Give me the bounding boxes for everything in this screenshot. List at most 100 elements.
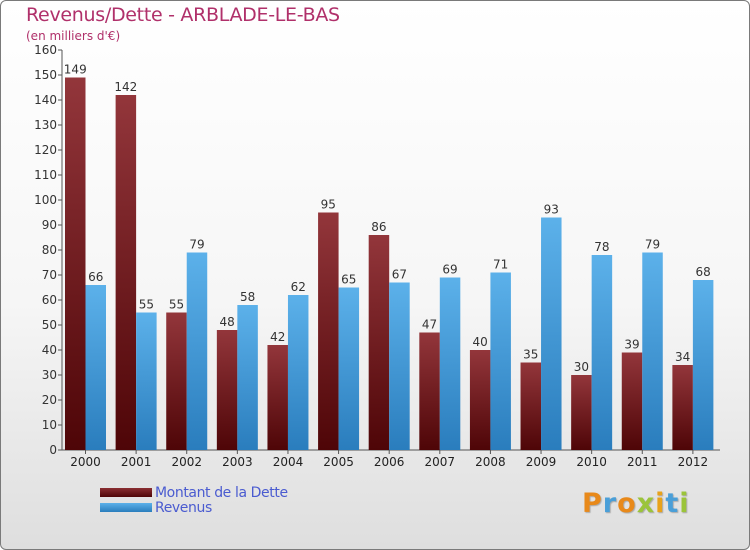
bar-dette-2001 bbox=[115, 95, 137, 450]
x-tick-label: 2011 bbox=[627, 455, 658, 469]
data-label-revenus-2012: 68 bbox=[695, 265, 710, 279]
logo-letter: t bbox=[665, 488, 680, 519]
y-tick-label: 140 bbox=[34, 93, 57, 107]
x-tick-label: 2012 bbox=[678, 455, 709, 469]
bar-revenus-2007 bbox=[439, 277, 461, 450]
data-label-dette-2005: 95 bbox=[321, 198, 336, 212]
bar-dette-2005 bbox=[318, 212, 339, 450]
data-label-revenus-2008: 71 bbox=[493, 258, 508, 272]
bar-dette-2012 bbox=[672, 365, 693, 450]
data-label-revenus-2007: 69 bbox=[442, 263, 457, 277]
bar-dette-2003 bbox=[216, 330, 238, 450]
bar-revenus-2005 bbox=[338, 287, 360, 450]
bar-dette-2000 bbox=[65, 77, 86, 450]
bar-revenus-2006 bbox=[389, 282, 410, 450]
bar-revenus-2003 bbox=[237, 305, 258, 450]
logo-letter: i bbox=[655, 488, 666, 519]
x-tick-label: 2009 bbox=[526, 455, 557, 469]
bar-revenus-2009 bbox=[541, 217, 562, 450]
logo-letter: o bbox=[617, 488, 637, 519]
y-tick-label: 90 bbox=[42, 218, 57, 232]
x-tick-label: 2010 bbox=[576, 455, 607, 469]
bar-revenus-2004 bbox=[287, 295, 309, 450]
bar-revenus-2010 bbox=[591, 255, 613, 450]
y-tick-label: 50 bbox=[42, 318, 57, 332]
proxiti-logo: Proxiti bbox=[582, 488, 690, 519]
x-tick-label: 2008 bbox=[475, 455, 506, 469]
bar-revenus-2000 bbox=[85, 285, 106, 450]
data-label-revenus-2006: 67 bbox=[392, 268, 407, 282]
y-tick-label: 60 bbox=[42, 293, 57, 307]
x-tick-label: 2001 bbox=[121, 455, 152, 469]
bar-dette-2006 bbox=[368, 235, 390, 450]
y-tick-label: 120 bbox=[34, 143, 57, 157]
legend-item-dette: Montant de la Dette bbox=[100, 484, 288, 501]
y-tick-label: 150 bbox=[34, 68, 57, 82]
data-label-dette-2008: 40 bbox=[473, 335, 488, 349]
y-tick-label: 110 bbox=[34, 168, 57, 182]
chart-subtitle: (en milliers d'€) bbox=[26, 29, 121, 43]
data-label-dette-2012: 34 bbox=[675, 350, 690, 364]
data-label-revenus-2004: 62 bbox=[291, 280, 306, 294]
data-label-revenus-2001: 55 bbox=[139, 298, 154, 312]
data-label-revenus-2003: 58 bbox=[240, 290, 255, 304]
data-label-dette-2006: 86 bbox=[371, 220, 386, 234]
legend-swatch-revenus bbox=[100, 503, 152, 512]
logo-letter: P bbox=[582, 488, 603, 519]
data-label-revenus-2000: 66 bbox=[88, 270, 103, 284]
data-label-dette-2002: 55 bbox=[169, 298, 184, 312]
data-label-dette-2001: 142 bbox=[114, 80, 137, 94]
x-tick-label: 2007 bbox=[425, 455, 456, 469]
bar-dette-2004 bbox=[267, 345, 288, 450]
x-tick-label: 2000 bbox=[70, 455, 101, 469]
legend-swatch-dette bbox=[100, 488, 152, 497]
axes: 0 10 20 30 40 50 60 70 80 90 100 110 120 130 140 150 160… bbox=[34, 43, 720, 469]
data-label-dette-2010: 30 bbox=[574, 360, 589, 374]
legend: Montant de la Dette Revenus bbox=[100, 484, 288, 516]
data-label-dette-2003: 48 bbox=[219, 315, 234, 329]
x-tick-label: 2006 bbox=[374, 455, 405, 469]
data-label-revenus-2011: 79 bbox=[645, 238, 660, 252]
chart-title: Revenus/Dette - ARBLADE-LE-BAS bbox=[26, 4, 340, 26]
data-label-revenus-2005: 65 bbox=[341, 273, 356, 287]
logo-letter: i bbox=[679, 488, 690, 519]
y-tick-label: 10 bbox=[42, 418, 57, 432]
data-label-dette-2000: 149 bbox=[64, 63, 87, 77]
data-label-revenus-2009: 93 bbox=[544, 203, 559, 217]
legend-item-revenus: Revenus bbox=[100, 499, 288, 516]
x-tick-label: 2005 bbox=[323, 455, 354, 469]
data-label-dette-2011: 39 bbox=[624, 338, 639, 352]
y-tick-label: 40 bbox=[42, 343, 57, 357]
data-label-dette-2004: 42 bbox=[270, 330, 285, 344]
bars bbox=[65, 77, 714, 450]
data-label-dette-2007: 47 bbox=[422, 318, 437, 332]
x-tick-label: 2002 bbox=[171, 455, 202, 469]
bar-dette-2011 bbox=[621, 352, 643, 450]
bar-revenus-2008 bbox=[490, 272, 511, 450]
y-tick-label: 20 bbox=[42, 393, 57, 407]
bar-dette-2009 bbox=[520, 362, 542, 450]
bar-revenus-2001 bbox=[136, 312, 157, 450]
bar-revenus-2012 bbox=[692, 280, 714, 450]
data-label-revenus-2010: 78 bbox=[594, 240, 609, 254]
legend-label-dette: Montant de la Dette bbox=[155, 484, 288, 501]
legend-label-revenus: Revenus bbox=[155, 499, 212, 516]
bar-dette-2010 bbox=[571, 375, 592, 450]
bar-dette-2008 bbox=[469, 350, 491, 450]
x-tick-label: 2003 bbox=[222, 455, 253, 469]
data-label-dette-2009: 35 bbox=[523, 348, 538, 362]
y-tick-label: 30 bbox=[42, 368, 57, 382]
bar-dette-2007 bbox=[419, 332, 440, 450]
y-tick-label: 80 bbox=[42, 243, 57, 257]
y-tick-label: 0 bbox=[49, 443, 57, 457]
bar-revenus-2002 bbox=[186, 252, 208, 450]
data-labels: 149 66 142 55 55 79 48 58 42 62 95 65 86 67 47 69 40 71 35… bbox=[64, 63, 711, 375]
y-tick-label: 70 bbox=[42, 268, 57, 282]
y-tick-label: 160 bbox=[34, 43, 57, 57]
y-tick-label: 100 bbox=[34, 193, 57, 207]
bar-dette-2002 bbox=[166, 312, 187, 450]
bar-revenus-2011 bbox=[642, 252, 663, 450]
x-tick-label: 2004 bbox=[273, 455, 304, 469]
data-label-revenus-2002: 79 bbox=[189, 238, 204, 252]
